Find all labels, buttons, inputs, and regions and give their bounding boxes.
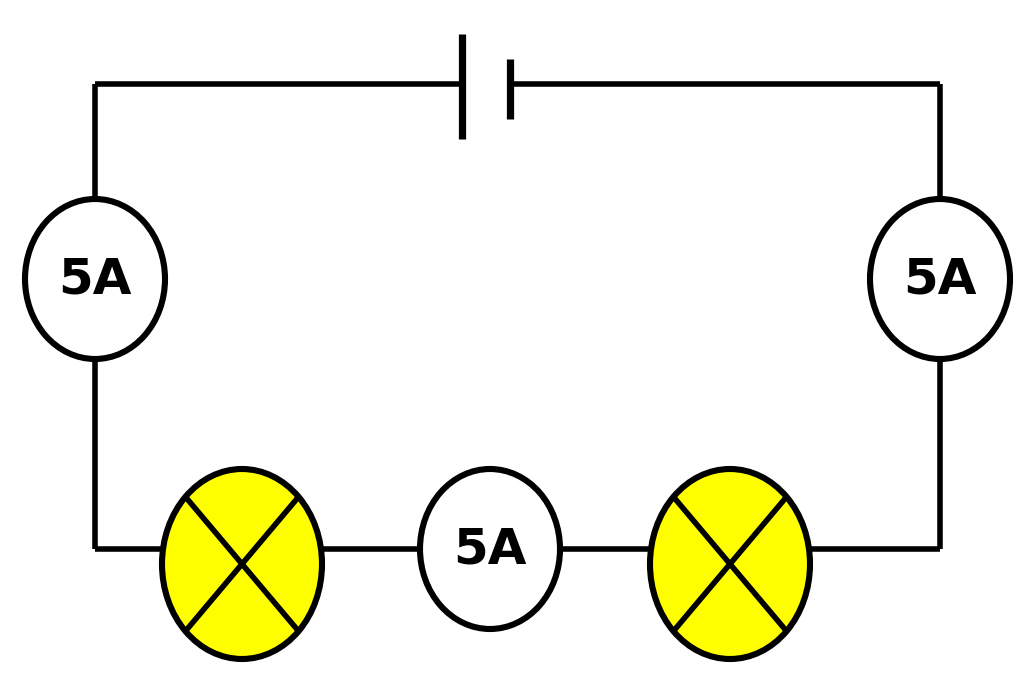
- Text: 5A: 5A: [903, 255, 977, 303]
- Ellipse shape: [25, 199, 165, 359]
- Ellipse shape: [870, 199, 1010, 359]
- Ellipse shape: [162, 469, 322, 659]
- Text: 5A: 5A: [58, 255, 132, 303]
- Ellipse shape: [420, 469, 560, 629]
- Ellipse shape: [650, 469, 810, 659]
- Text: 5A: 5A: [454, 525, 526, 573]
